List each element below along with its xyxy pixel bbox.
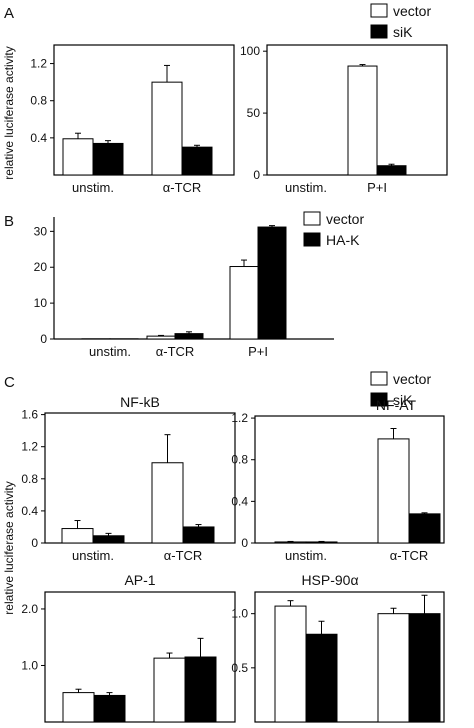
legend-c-item-2: siK	[393, 392, 413, 408]
legend-b-open-swatch	[303, 211, 321, 226]
bar-sik-1	[182, 526, 215, 544]
bar-vector-1	[151, 462, 184, 544]
bar-sik-0	[93, 694, 126, 723]
legend-b-filled-swatch	[303, 232, 321, 247]
y-axis-title-a: relative luciferase activity	[2, 46, 16, 179]
legend-a-open-swatch	[370, 3, 388, 18]
bar-vector-0	[274, 541, 307, 544]
legend-b: vector HA-K	[303, 211, 364, 248]
y-axis-title-c: relative luciferase activity	[2, 481, 16, 614]
legend-a: vector siK	[370, 3, 431, 40]
x-tick-label: P+I	[367, 180, 387, 195]
y-tick-label: 1.2	[231, 411, 248, 425]
bar-sik-1	[408, 513, 441, 544]
chart-title: AP-1	[124, 572, 155, 588]
bar-vector-0	[61, 528, 94, 544]
bar-vector-0	[62, 692, 95, 723]
y-tick-label: 2.0	[21, 602, 38, 616]
bar-sik-0	[92, 535, 125, 544]
bar-vector-1	[151, 81, 183, 176]
bar-sik-0	[305, 541, 338, 544]
x-tick-label: unstim.	[285, 548, 327, 563]
bar-sik-1	[376, 165, 407, 176]
legend-a-filled-swatch	[370, 24, 388, 39]
y-tick-label: 0	[31, 536, 38, 550]
x-tick-label: α-TCR	[390, 548, 429, 563]
x-tick-label: unstim.	[72, 548, 114, 563]
x-tick-label: α-TCR	[163, 180, 202, 195]
y-tick-label: 1.6	[21, 408, 38, 422]
x-tick-label: unstim.	[285, 180, 327, 195]
bar-sik-1	[181, 146, 213, 176]
legend-c-item-1: vector	[393, 371, 431, 387]
x-tick-label: unstim.	[89, 344, 131, 359]
legend-a-item-2: siK	[393, 24, 413, 40]
chart-title: NF-AT	[376, 397, 417, 413]
chart-b: 0 10 20 30 unstim. α-TCR P+I	[34, 217, 334, 359]
legend-c-open-swatch	[370, 371, 388, 386]
y-tick-label: 0	[40, 332, 47, 346]
legend-c-filled-swatch	[370, 392, 388, 407]
bar-sik-0	[92, 142, 124, 176]
y-tick-label: 0.5	[231, 661, 248, 675]
plot-frame	[254, 591, 445, 723]
plot-frame	[44, 591, 236, 723]
legend-b-item-1: vector	[326, 211, 364, 227]
y-tick-label: 1.0	[231, 607, 248, 621]
y-tick-label: 50	[247, 106, 261, 120]
legend-c: vector siK	[370, 371, 431, 408]
legend-a-item-1: vector	[393, 3, 431, 19]
y-tick-label: 0	[241, 536, 248, 550]
chart-a-left: 0.4 0.8 1.2 unstim. α-TCR	[30, 44, 235, 195]
y-tick-label: 0.8	[231, 453, 248, 467]
bar-vector-0	[62, 138, 94, 176]
bar-vector-2	[229, 266, 259, 340]
y-tick-label: 0.4	[231, 494, 248, 508]
bar-vector-1	[146, 335, 176, 340]
y-tick-label: 0.8	[21, 472, 38, 486]
y-tick-label: 1.2	[21, 440, 38, 454]
y-tick-label: 1.0	[21, 658, 38, 672]
bar-sik-1	[174, 333, 204, 340]
panel-label-b: B	[4, 213, 14, 230]
y-tick-label: 0.4	[21, 504, 38, 518]
y-tick-label: 20	[34, 260, 48, 274]
x-tick-label: unstim.	[72, 180, 114, 195]
x-tick-label: α-TCR	[164, 548, 203, 563]
y-tick-label: 0.8	[30, 94, 47, 108]
chart-title: NF-kB	[120, 394, 160, 410]
chart-title: HSP-90α	[301, 572, 358, 588]
bar-vector-1	[377, 438, 410, 544]
x-tick-label: α-TCR	[156, 344, 195, 359]
y-tick-label: 1.2	[30, 57, 47, 71]
bar-sik-1	[408, 613, 441, 723]
plot-frame	[254, 415, 445, 544]
y-tick-label: 100	[240, 44, 260, 58]
plot-frame	[44, 412, 236, 544]
y-tick-label: 30	[34, 224, 48, 238]
plot-frame	[53, 44, 235, 176]
panel-label-c: C	[4, 374, 15, 391]
bar-sik-2	[257, 226, 287, 340]
bar-sik-1	[184, 656, 217, 723]
legend-b-item-2: HA-K	[326, 232, 360, 248]
chart-c-nfat: 0 0.4 0.8 1.2 unstim. α-TCR NF-AT	[231, 397, 445, 563]
bar-vector-0	[274, 605, 307, 723]
bar-vector-1	[153, 657, 186, 723]
chart-a-right: 0 50 100 unstim. P+I	[240, 44, 448, 195]
y-tick-label: 10	[34, 296, 48, 310]
panel-label-a: A	[4, 5, 14, 22]
x-tick-label: P+I	[248, 344, 268, 359]
chart-c-nfkb: 0 0.4 0.8 1.2 1.6 unstim. α-TCR NF-kB	[21, 394, 236, 563]
y-tick-label: 0.4	[30, 131, 47, 145]
bar-sik-0	[305, 633, 338, 723]
bar-vector-1	[347, 65, 378, 176]
y-tick-label: 0	[253, 168, 260, 182]
bar-vector-1	[377, 613, 410, 723]
